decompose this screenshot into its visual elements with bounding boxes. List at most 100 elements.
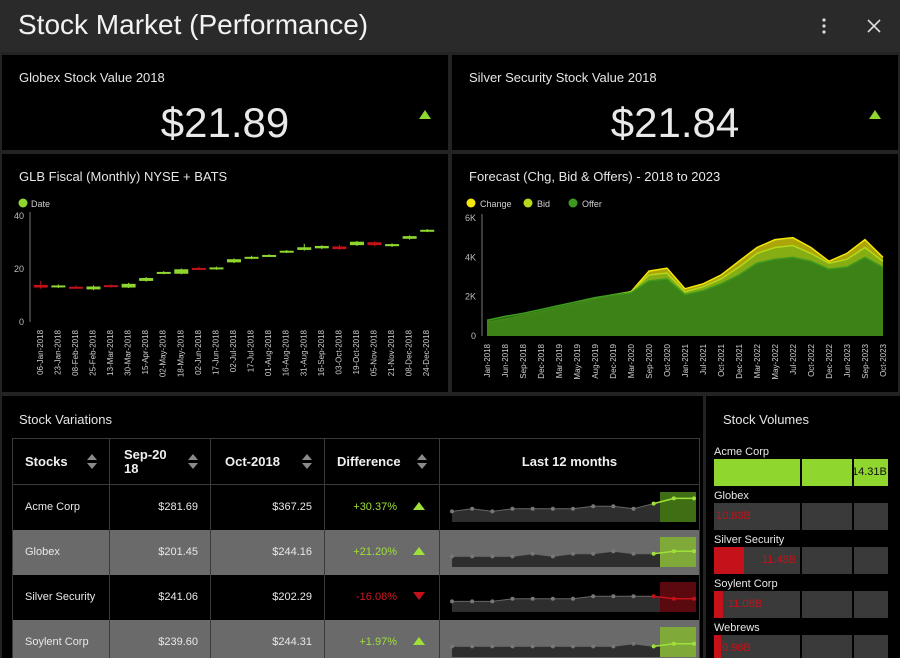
legend-marker: [18, 198, 28, 208]
table-row[interactable]: Globex $201.45 $244.16 +21.20%: [12, 529, 700, 575]
x-tick-label: 08-Dec-2018: [405, 329, 414, 376]
kpi-title: Silver Security Stock Value 2018: [469, 70, 657, 85]
sparkline-point: [530, 596, 535, 601]
candle[interactable]: [104, 285, 119, 288]
column-header-stocks[interactable]: Stocks: [12, 438, 110, 485]
x-tick-label: 16-Aug-2018: [282, 329, 291, 376]
line-series-offer: [486, 256, 884, 321]
axis-background: [483, 337, 898, 392]
candle[interactable]: [33, 284, 48, 288]
sparkline[interactable]: [450, 537, 698, 567]
legend-label: Date: [31, 199, 50, 209]
kpi-card-globex[interactable]: Globex Stock Value 2018 $21.89: [2, 55, 448, 150]
table-row[interactable]: Silver Security $241.06 $202.29 -16.08%: [12, 574, 700, 620]
volume-bar[interactable]: 10.83B: [714, 503, 890, 530]
column-header-oct[interactable]: Oct-2018: [210, 438, 325, 485]
x-tick-label: Jan-2018: [483, 343, 492, 377]
sort-icon[interactable]: [417, 454, 427, 470]
sparkline-point: [470, 599, 475, 604]
sort-icon[interactable]: [87, 454, 97, 470]
sparkline[interactable]: [450, 627, 698, 657]
x-tick-label: Jul-2021: [699, 343, 708, 374]
sparkline-point: [490, 644, 495, 649]
x-tick-label: 17-Jun-2018: [211, 329, 220, 374]
x-tick-label: Mar-2020: [627, 343, 636, 378]
volume-bar[interactable]: 11.48B: [714, 547, 890, 574]
sparkline-point: [611, 594, 616, 599]
candle[interactable]: [332, 246, 347, 250]
sort-icon[interactable]: [188, 454, 198, 470]
x-tick-label: 30-Mar-2018: [124, 329, 133, 375]
table-row[interactable]: Soylent Corp $239.60 $244.31 +1.97%: [12, 619, 700, 658]
volume-bar[interactable]: 10.98B: [714, 635, 890, 658]
sparkline-point: [530, 551, 535, 556]
candle[interactable]: [139, 278, 154, 281]
x-tick-label: Dec-2018: [537, 343, 546, 378]
candle[interactable]: [156, 271, 171, 274]
volume-grid-cell: [802, 547, 854, 574]
vertical-dots-icon[interactable]: [810, 12, 838, 40]
x-tick-label: Oct-2022: [807, 343, 816, 376]
y-tick-label: 2K: [465, 292, 476, 302]
volume-grid-cell: [714, 591, 802, 618]
candle[interactable]: [385, 244, 400, 247]
volume-bar[interactable]: 14.31B: [714, 459, 890, 486]
column-header-last-12-months[interactable]: Last 12 months: [439, 438, 700, 485]
volume-bar[interactable]: 11.08B: [714, 591, 890, 618]
kpi-value: $21.89: [160, 99, 290, 146]
volume-grid-cell: [854, 635, 890, 658]
candle[interactable]: [68, 286, 83, 289]
column-header-sep[interactable]: Sep-20 18: [109, 438, 211, 485]
candle[interactable]: [227, 259, 241, 263]
oct-value-cell: $244.16: [210, 529, 325, 575]
sparkline-point: [671, 496, 676, 501]
close-icon[interactable]: [860, 12, 888, 40]
candle[interactable]: [349, 241, 364, 246]
chart-title: Forecast (Chg, Bid & Offers) - 2018 to 2…: [469, 169, 721, 184]
candle[interactable]: [402, 236, 417, 239]
sparkline-cell: [439, 574, 700, 620]
sparkline-cell: [439, 529, 700, 575]
trend-up-icon: [419, 110, 431, 119]
sparkline-point: [550, 596, 555, 601]
candle[interactable]: [209, 267, 224, 270]
sparkline-point: [611, 504, 616, 509]
sparkline-point: [631, 594, 636, 599]
forecast-panel[interactable]: Forecast (Chg, Bid & Offers) - 2018 to 2…: [452, 154, 898, 392]
candle[interactable]: [51, 285, 66, 288]
sort-icon[interactable]: [302, 454, 312, 470]
difference-value: +1.97%: [359, 636, 397, 648]
candle[interactable]: [86, 286, 101, 290]
table-row[interactable]: Acme Corp $281.69 $367.25 +30.37%: [12, 484, 700, 530]
candle[interactable]: [279, 250, 294, 253]
kpi-card-silver-security[interactable]: Silver Security Stock Value 2018 $21.84: [452, 55, 898, 150]
volume-label: Silver Security: [714, 534, 785, 546]
sparkline-highlight: [660, 492, 696, 523]
candle[interactable]: [420, 229, 435, 232]
volume-label: Webrews: [714, 622, 760, 634]
candle[interactable]: [262, 254, 277, 257]
x-tick-label: Oct-2021: [717, 343, 726, 376]
sparkline-point: [450, 509, 454, 514]
sparkline-point: [530, 507, 535, 512]
candlestick-chart[interactable]: Date 0 20 40 06-Jan-2018 23-Jan-2018 08-Feb-2…: [2, 154, 448, 392]
candle[interactable]: [174, 269, 189, 274]
candle[interactable]: [297, 247, 312, 250]
candle[interactable]: [244, 256, 259, 259]
panel-title: Stock Volumes: [723, 412, 809, 427]
sparkline-point: [692, 596, 696, 601]
candle[interactable]: [367, 242, 382, 246]
column-header-difference[interactable]: Difference: [324, 438, 440, 485]
x-tick-label: Sep-2018: [519, 343, 528, 378]
candle[interactable]: [121, 283, 136, 288]
sparkline[interactable]: [450, 492, 698, 523]
x-tick-label: 18-May-2018: [176, 329, 185, 377]
candle[interactable]: [191, 267, 206, 270]
trend-up-icon: [413, 637, 425, 645]
forecast-area-chart[interactable]: 0 2K 4K 6K Change Bid Offer Jan-2018 Jun-2018 Sep…: [452, 154, 898, 392]
difference-value: +21.20%: [353, 546, 397, 558]
sparkline[interactable]: [450, 582, 698, 612]
candle[interactable]: [314, 245, 329, 249]
area-series-offer[interactable]: [487, 257, 883, 336]
